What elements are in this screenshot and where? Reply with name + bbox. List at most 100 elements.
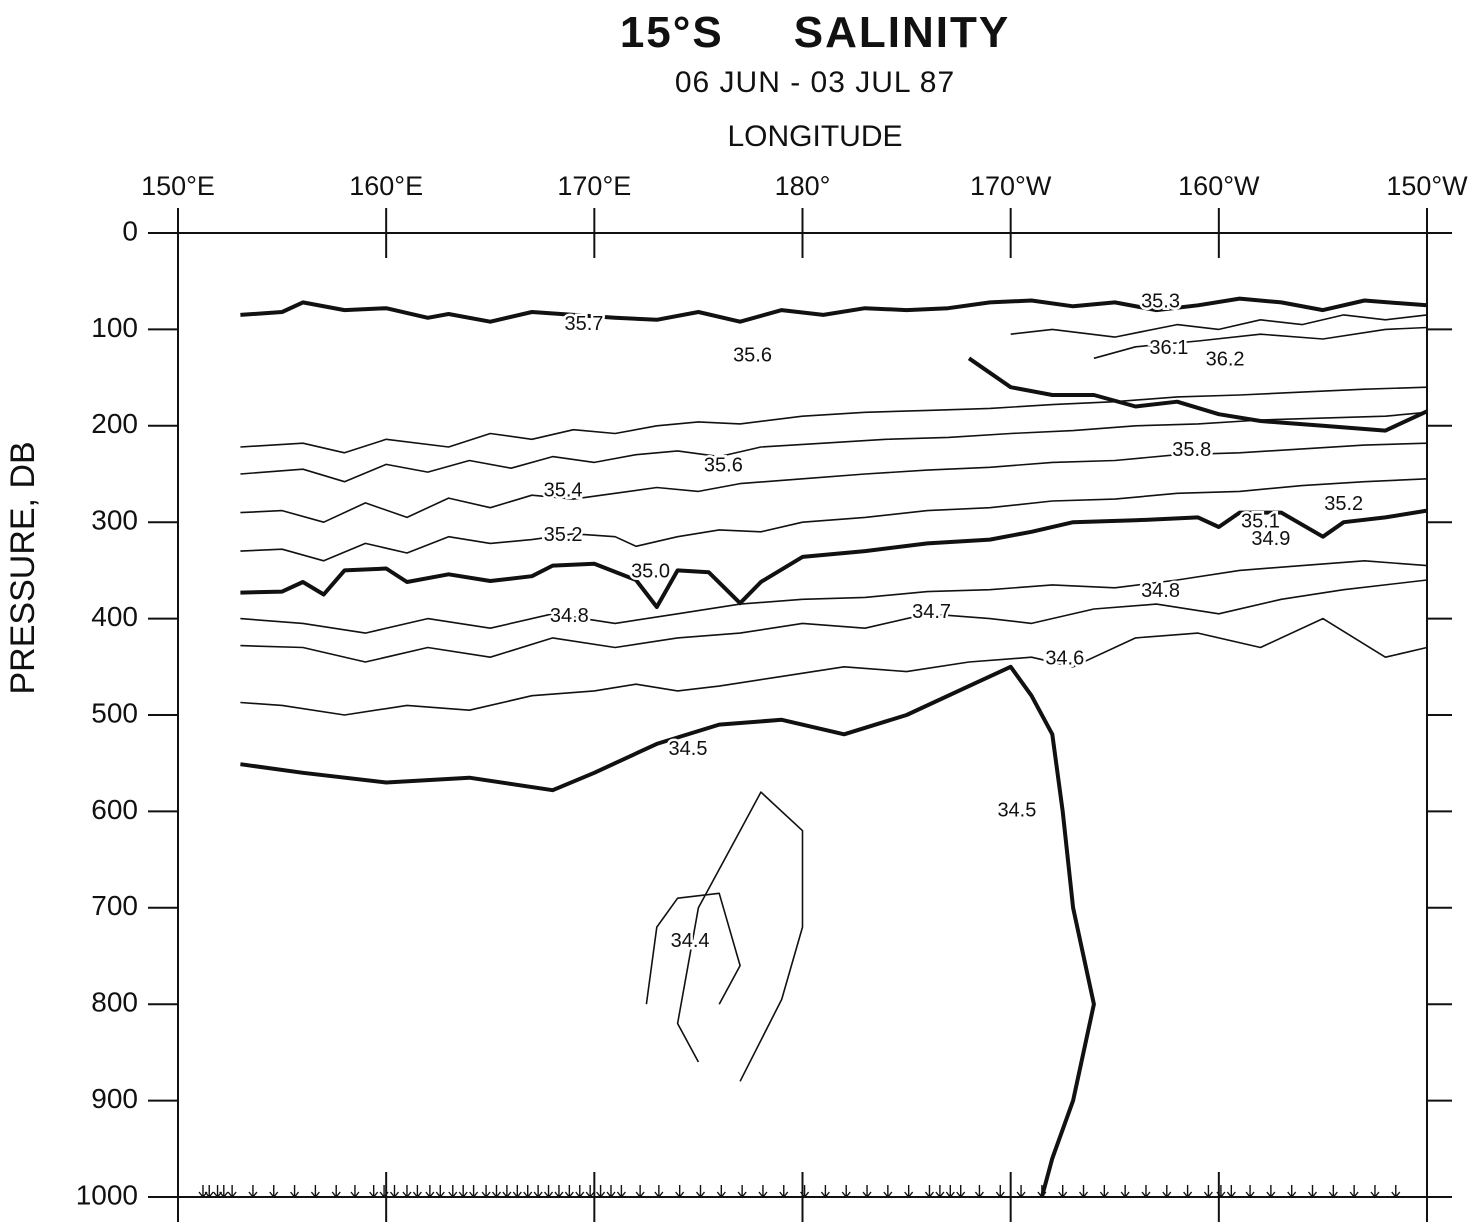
contour-label-5: 35.8 — [1172, 439, 1211, 461]
station-marker-38 — [695, 1185, 706, 1199]
x-tick-label-1: 160°E — [349, 171, 423, 201]
station-marker-8 — [310, 1185, 320, 1199]
station-marker-48 — [904, 1185, 914, 1199]
station-marker-66 — [1226, 1185, 1236, 1199]
contour-label-18: 34.5 — [997, 800, 1036, 822]
station-marker-1 — [204, 1185, 214, 1199]
x-tick-label-3: 180° — [775, 171, 831, 201]
contour-label-4: 35.7 — [564, 313, 603, 335]
y-tick-label-5: 500 — [91, 697, 138, 728]
contour-label-16: 34.6 — [1045, 647, 1084, 669]
contour-line-7 — [240, 478, 1428, 562]
station-marker-67 — [1245, 1185, 1255, 1199]
station-marker-46 — [862, 1185, 872, 1199]
station-marker-0 — [198, 1185, 208, 1199]
contour-line-3 — [240, 617, 1428, 716]
chart-subtitle: 06 JUN - 03 JUL 87 — [674, 66, 956, 99]
contour-line-10 — [240, 386, 1428, 454]
y-tick-label-8: 800 — [91, 987, 138, 1018]
station-marker-73 — [1370, 1185, 1380, 1199]
contour-lines — [240, 296, 1428, 1198]
station-marker-33 — [606, 1185, 616, 1199]
contour-label-13: 34.8 — [550, 605, 589, 627]
contour-line-1 — [676, 791, 804, 1082]
station-marker-14 — [402, 1185, 412, 1199]
contour-line-8 — [240, 442, 1428, 523]
station-marker-56 — [1037, 1185, 1047, 1199]
x-axis-label: LONGITUDE — [727, 120, 903, 153]
station-marker-12 — [379, 1185, 389, 1199]
station-marker-47 — [883, 1185, 893, 1199]
station-marker-49 — [924, 1185, 935, 1199]
station-marker-52 — [956, 1185, 966, 1199]
station-marker-44 — [820, 1185, 830, 1199]
x-tick-label-5: 160°W — [1178, 171, 1260, 201]
y-tick-label-9: 900 — [91, 1083, 138, 1114]
station-marker-5 — [248, 1185, 258, 1199]
station-marker-29 — [564, 1185, 574, 1199]
station-marker-22 — [491, 1185, 502, 1199]
station-marker-41 — [758, 1185, 768, 1199]
station-marker-36 — [654, 1185, 664, 1199]
station-marker-18 — [448, 1185, 458, 1199]
contour-label-0: 35.3 — [1141, 291, 1180, 313]
station-marker-28 — [554, 1185, 564, 1199]
station-markers — [198, 1185, 1401, 1199]
station-marker-55 — [1016, 1185, 1026, 1199]
station-marker-32 — [596, 1185, 606, 1199]
station-marker-53 — [974, 1185, 984, 1199]
contour-label-2: 36.2 — [1206, 349, 1245, 371]
station-marker-70 — [1307, 1185, 1318, 1199]
station-marker-50 — [935, 1185, 945, 1199]
x-tick-label-6: 150°W — [1386, 171, 1468, 201]
x-tick-label-0: 150°E — [141, 171, 215, 201]
y-axis: 0 100 200 300 400 500 600 700 800 900 1000 — [76, 215, 1452, 1210]
station-marker-11 — [369, 1185, 379, 1199]
y-tick-label-10: 1000 — [76, 1179, 138, 1210]
station-marker-65 — [1216, 1185, 1226, 1199]
station-marker-24 — [512, 1185, 522, 1199]
title-latitude: 15°S — [619, 8, 724, 57]
station-marker-4 — [227, 1185, 237, 1199]
contour-line-11 — [967, 356, 1428, 433]
station-marker-57 — [1058, 1185, 1068, 1199]
x-tick-label-2: 170°E — [557, 171, 631, 201]
x-tick-label-4: 170°W — [970, 171, 1052, 201]
title-variable: SALINITY — [793, 8, 1011, 57]
contour-label-14: 34.8 — [1141, 580, 1180, 602]
station-marker-62 — [1162, 1185, 1172, 1199]
station-marker-64 — [1203, 1185, 1213, 1199]
y-tick-label-6: 600 — [91, 794, 138, 825]
contour-line-0 — [645, 892, 741, 1005]
station-marker-43 — [800, 1185, 810, 1199]
chart-title: 15°S SALINITY — [0, 8, 1479, 58]
station-marker-71 — [1328, 1185, 1338, 1199]
contour-label-8: 35.2 — [544, 524, 583, 546]
station-marker-68 — [1266, 1185, 1276, 1199]
station-marker-31 — [585, 1185, 595, 1199]
contour-label-7: 35.4 — [544, 480, 583, 502]
station-marker-2 — [213, 1185, 223, 1199]
station-marker-10 — [350, 1185, 360, 1199]
station-marker-15 — [412, 1185, 422, 1199]
y-tick-label-2: 200 — [91, 408, 138, 439]
station-marker-45 — [841, 1185, 851, 1199]
contour-label-12: 35.0 — [631, 561, 670, 583]
contour-line-14 — [1093, 326, 1428, 360]
y-tick-label-0: 0 — [122, 215, 138, 246]
station-marker-21 — [481, 1185, 491, 1199]
contour-line-13 — [1010, 314, 1428, 338]
x-axis: 150°E 160°E 170°E 180° 170°W 160°W 150°W — [141, 171, 1468, 1222]
station-marker-37 — [675, 1185, 685, 1199]
contour-label-9: 35.2 — [1324, 493, 1363, 515]
contour-label-17: 34.5 — [669, 738, 708, 760]
contour-line-12 — [240, 296, 1428, 324]
contour-line-6 — [240, 508, 1428, 609]
station-marker-34 — [616, 1185, 626, 1199]
contour-label-1: 36.1 — [1149, 337, 1188, 359]
y-tick-label-4: 400 — [91, 601, 138, 632]
station-marker-72 — [1349, 1185, 1359, 1199]
station-marker-61 — [1141, 1185, 1151, 1199]
station-marker-42 — [779, 1185, 789, 1199]
